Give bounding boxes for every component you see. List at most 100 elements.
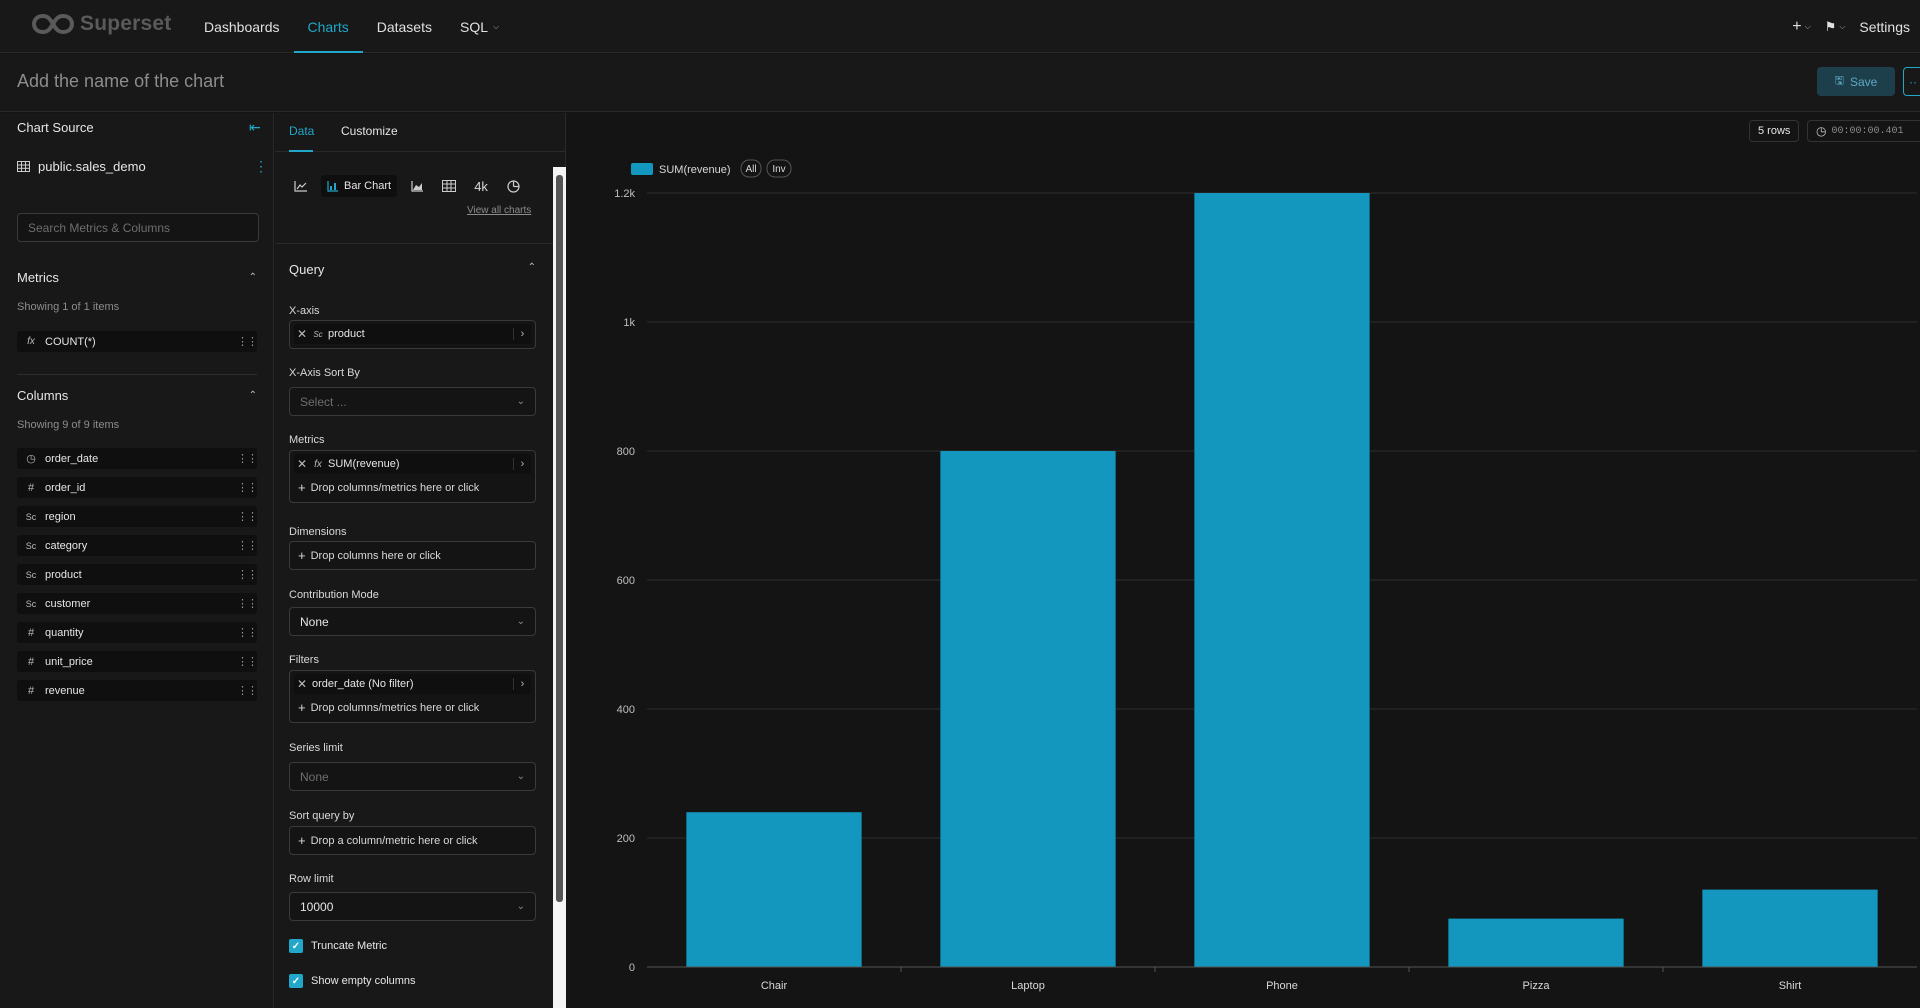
drag-handle-icon[interactable]: ⋮⋮ bbox=[237, 598, 258, 610]
drag-handle-icon[interactable]: ⋮⋮ bbox=[237, 656, 258, 668]
view-all-charts-link[interactable]: View all charts bbox=[467, 205, 532, 216]
drag-handle-icon[interactable]: ⋮⋮ bbox=[237, 482, 258, 494]
chevron-down-icon: ⌵ bbox=[1804, 21, 1811, 31]
string-type-icon: Sc bbox=[25, 569, 37, 580]
datasource-panel: Chart Source ⇤ public.sales_demo ⋮ Metri… bbox=[0, 113, 274, 1008]
table-chart-icon[interactable] bbox=[437, 175, 461, 197]
drag-handle-icon[interactable]: ⋮⋮ bbox=[237, 540, 258, 552]
column-item-category[interactable]: Sc category ⋮⋮ bbox=[17, 535, 258, 556]
theme-menu[interactable]: ⚑ ⌵ bbox=[1825, 19, 1846, 35]
pie-chart-icon[interactable] bbox=[501, 175, 525, 197]
paint-roller-icon: ⚑ bbox=[1824, 18, 1837, 34]
legend-all-button[interactable] bbox=[740, 159, 762, 178]
drag-handle-icon[interactable]: ⋮⋮ bbox=[237, 569, 258, 581]
chevron-right-icon[interactable]: › bbox=[513, 458, 531, 470]
plus-icon: + bbox=[298, 700, 306, 715]
nav-dashboards[interactable]: Dashboards bbox=[190, 0, 294, 53]
filter-pill[interactable]: ✕ order_date (No filter) › bbox=[294, 674, 531, 694]
drag-handle-icon[interactable]: ⋮⋮ bbox=[237, 336, 258, 348]
metric-pill[interactable]: ✕ fx SUM(revenue) › bbox=[294, 454, 531, 474]
close-icon[interactable]: ✕ bbox=[296, 327, 308, 341]
close-icon[interactable]: ✕ bbox=[296, 457, 308, 471]
nav-datasets[interactable]: Datasets bbox=[363, 0, 446, 53]
drag-handle-icon[interactable]: ⋮⋮ bbox=[237, 685, 258, 697]
nav-charts[interactable]: Charts bbox=[293, 0, 363, 53]
metrics-control[interactable]: ✕ fx SUM(revenue) › + Drop columns/metri… bbox=[289, 450, 536, 503]
settings-menu[interactable]: Settings bbox=[1859, 19, 1910, 35]
drag-handle-icon[interactable]: ⋮⋮ bbox=[237, 511, 258, 523]
column-item-customer[interactable]: Sc customer ⋮⋮ bbox=[17, 593, 258, 614]
xaxis-sort-select[interactable]: Select ... ⌄ bbox=[289, 387, 536, 416]
series-limit-select[interactable]: None ⌄ bbox=[289, 762, 536, 791]
tab-customize[interactable]: Customize bbox=[341, 124, 398, 138]
scrollbar[interactable] bbox=[556, 175, 563, 902]
chevron-down-icon: ⌄ bbox=[516, 771, 525, 782]
xaxis-sort-placeholder: Select ... bbox=[300, 394, 347, 409]
drag-handle-icon[interactable]: ⋮⋮ bbox=[237, 453, 258, 465]
row-limit-select[interactable]: 10000 ⌄ bbox=[289, 892, 536, 921]
show-empty-columns-checkbox[interactable]: ✓ Show empty columns bbox=[289, 974, 416, 988]
more-actions-button[interactable]: ·· bbox=[1903, 67, 1920, 96]
superset-logo[interactable]: Superset bbox=[32, 12, 171, 36]
string-type-icon: Sc bbox=[25, 598, 37, 609]
bar-pizza[interactable] bbox=[1448, 918, 1624, 967]
xaxis-label: X-axis bbox=[289, 305, 320, 317]
viz-bar-chart-selected[interactable]: Bar Chart bbox=[321, 175, 398, 197]
column-item-quantity[interactable]: # quantity ⋮⋮ bbox=[17, 622, 258, 643]
panel-scroll-track bbox=[553, 167, 566, 1008]
metrics-section-header[interactable]: Metrics ⌃ bbox=[17, 270, 257, 285]
close-icon[interactable]: ✕ bbox=[296, 677, 308, 691]
dataset-menu-icon[interactable]: ⋮ bbox=[254, 158, 268, 174]
chevron-right-icon[interactable]: › bbox=[513, 678, 531, 690]
line-chart-icon[interactable] bbox=[289, 175, 313, 197]
query-section-header[interactable]: Query ⌃ bbox=[289, 262, 536, 277]
bar-shirt[interactable] bbox=[1702, 889, 1878, 967]
dimensions-control[interactable]: + Drop columns here or click bbox=[289, 541, 536, 570]
metrics-drop-zone[interactable]: + Drop columns/metrics here or click bbox=[298, 480, 479, 495]
tab-data[interactable]: Data bbox=[289, 124, 315, 138]
column-item-product[interactable]: Sc product ⋮⋮ bbox=[17, 564, 258, 585]
legend-label[interactable]: SUM(revenue) bbox=[659, 164, 731, 176]
contribution-mode-value: None bbox=[300, 614, 329, 629]
search-input[interactable] bbox=[17, 213, 259, 242]
nav-datasets-label: Datasets bbox=[376, 18, 432, 35]
bar-chair[interactable] bbox=[686, 812, 862, 967]
chart-name-input[interactable]: Add the name of the chart bbox=[17, 71, 225, 91]
checkmark-icon: ✓ bbox=[289, 939, 303, 953]
sort-query-control[interactable]: + Drop a column/metric here or click bbox=[289, 826, 536, 855]
chevron-right-icon[interactable]: › bbox=[513, 328, 531, 340]
fx-icon: fx bbox=[314, 458, 322, 470]
filters-control[interactable]: ✕ order_date (No filter) › + Drop column… bbox=[289, 670, 536, 723]
bar-phone[interactable] bbox=[1194, 193, 1370, 967]
divider bbox=[275, 243, 566, 244]
new-menu[interactable]: + ⌵ bbox=[1792, 18, 1810, 36]
column-item-unit-price[interactable]: # unit_price ⋮⋮ bbox=[17, 651, 258, 672]
hash-icon: # bbox=[27, 684, 35, 697]
column-item-revenue[interactable]: # revenue ⋮⋮ bbox=[17, 680, 258, 701]
xaxis-pill[interactable]: ✕ Sc product › bbox=[294, 324, 531, 344]
column-item-region[interactable]: Sc region ⋮⋮ bbox=[17, 506, 258, 527]
query-title: Query bbox=[289, 262, 325, 277]
collapse-panel-icon[interactable]: ⇤ bbox=[249, 119, 261, 135]
sort-query-drop-zone[interactable]: + Drop a column/metric here or click bbox=[298, 833, 477, 848]
columns-section-header[interactable]: Columns ⌃ bbox=[17, 388, 257, 403]
metric-item[interactable]: fx COUNT(*) ⋮⋮ bbox=[17, 331, 258, 352]
legend-inv-button[interactable] bbox=[766, 159, 792, 178]
filters-drop-zone[interactable]: + Drop columns/metrics here or click bbox=[298, 700, 479, 715]
dimensions-drop-zone[interactable]: + Drop columns here or click bbox=[298, 548, 441, 563]
column-item-order-id[interactable]: # order_id ⋮⋮ bbox=[17, 477, 258, 498]
big-number-icon[interactable]: 4k bbox=[474, 178, 488, 194]
contribution-mode-select[interactable]: None ⌄ bbox=[289, 607, 536, 636]
truncate-metric-checkbox[interactable]: ✓ Truncate Metric bbox=[289, 939, 387, 953]
nav-sql[interactable]: SQL ⌵ bbox=[446, 0, 513, 53]
save-icon: 🖫 bbox=[1834, 75, 1844, 87]
area-chart-icon[interactable] bbox=[405, 175, 429, 197]
string-type-icon: Sc bbox=[25, 511, 37, 522]
xaxis-control[interactable]: ✕ Sc product › bbox=[289, 320, 536, 349]
drag-handle-icon[interactable]: ⋮⋮ bbox=[237, 627, 258, 639]
bar-chart-icon bbox=[327, 180, 338, 192]
x-tick-label: Shirt bbox=[1779, 980, 1802, 992]
bar-laptop[interactable] bbox=[940, 451, 1116, 967]
column-item-order-date[interactable]: ◷ order_date ⋮⋮ bbox=[17, 448, 258, 469]
save-button[interactable]: 🖫 Save bbox=[1817, 67, 1895, 96]
